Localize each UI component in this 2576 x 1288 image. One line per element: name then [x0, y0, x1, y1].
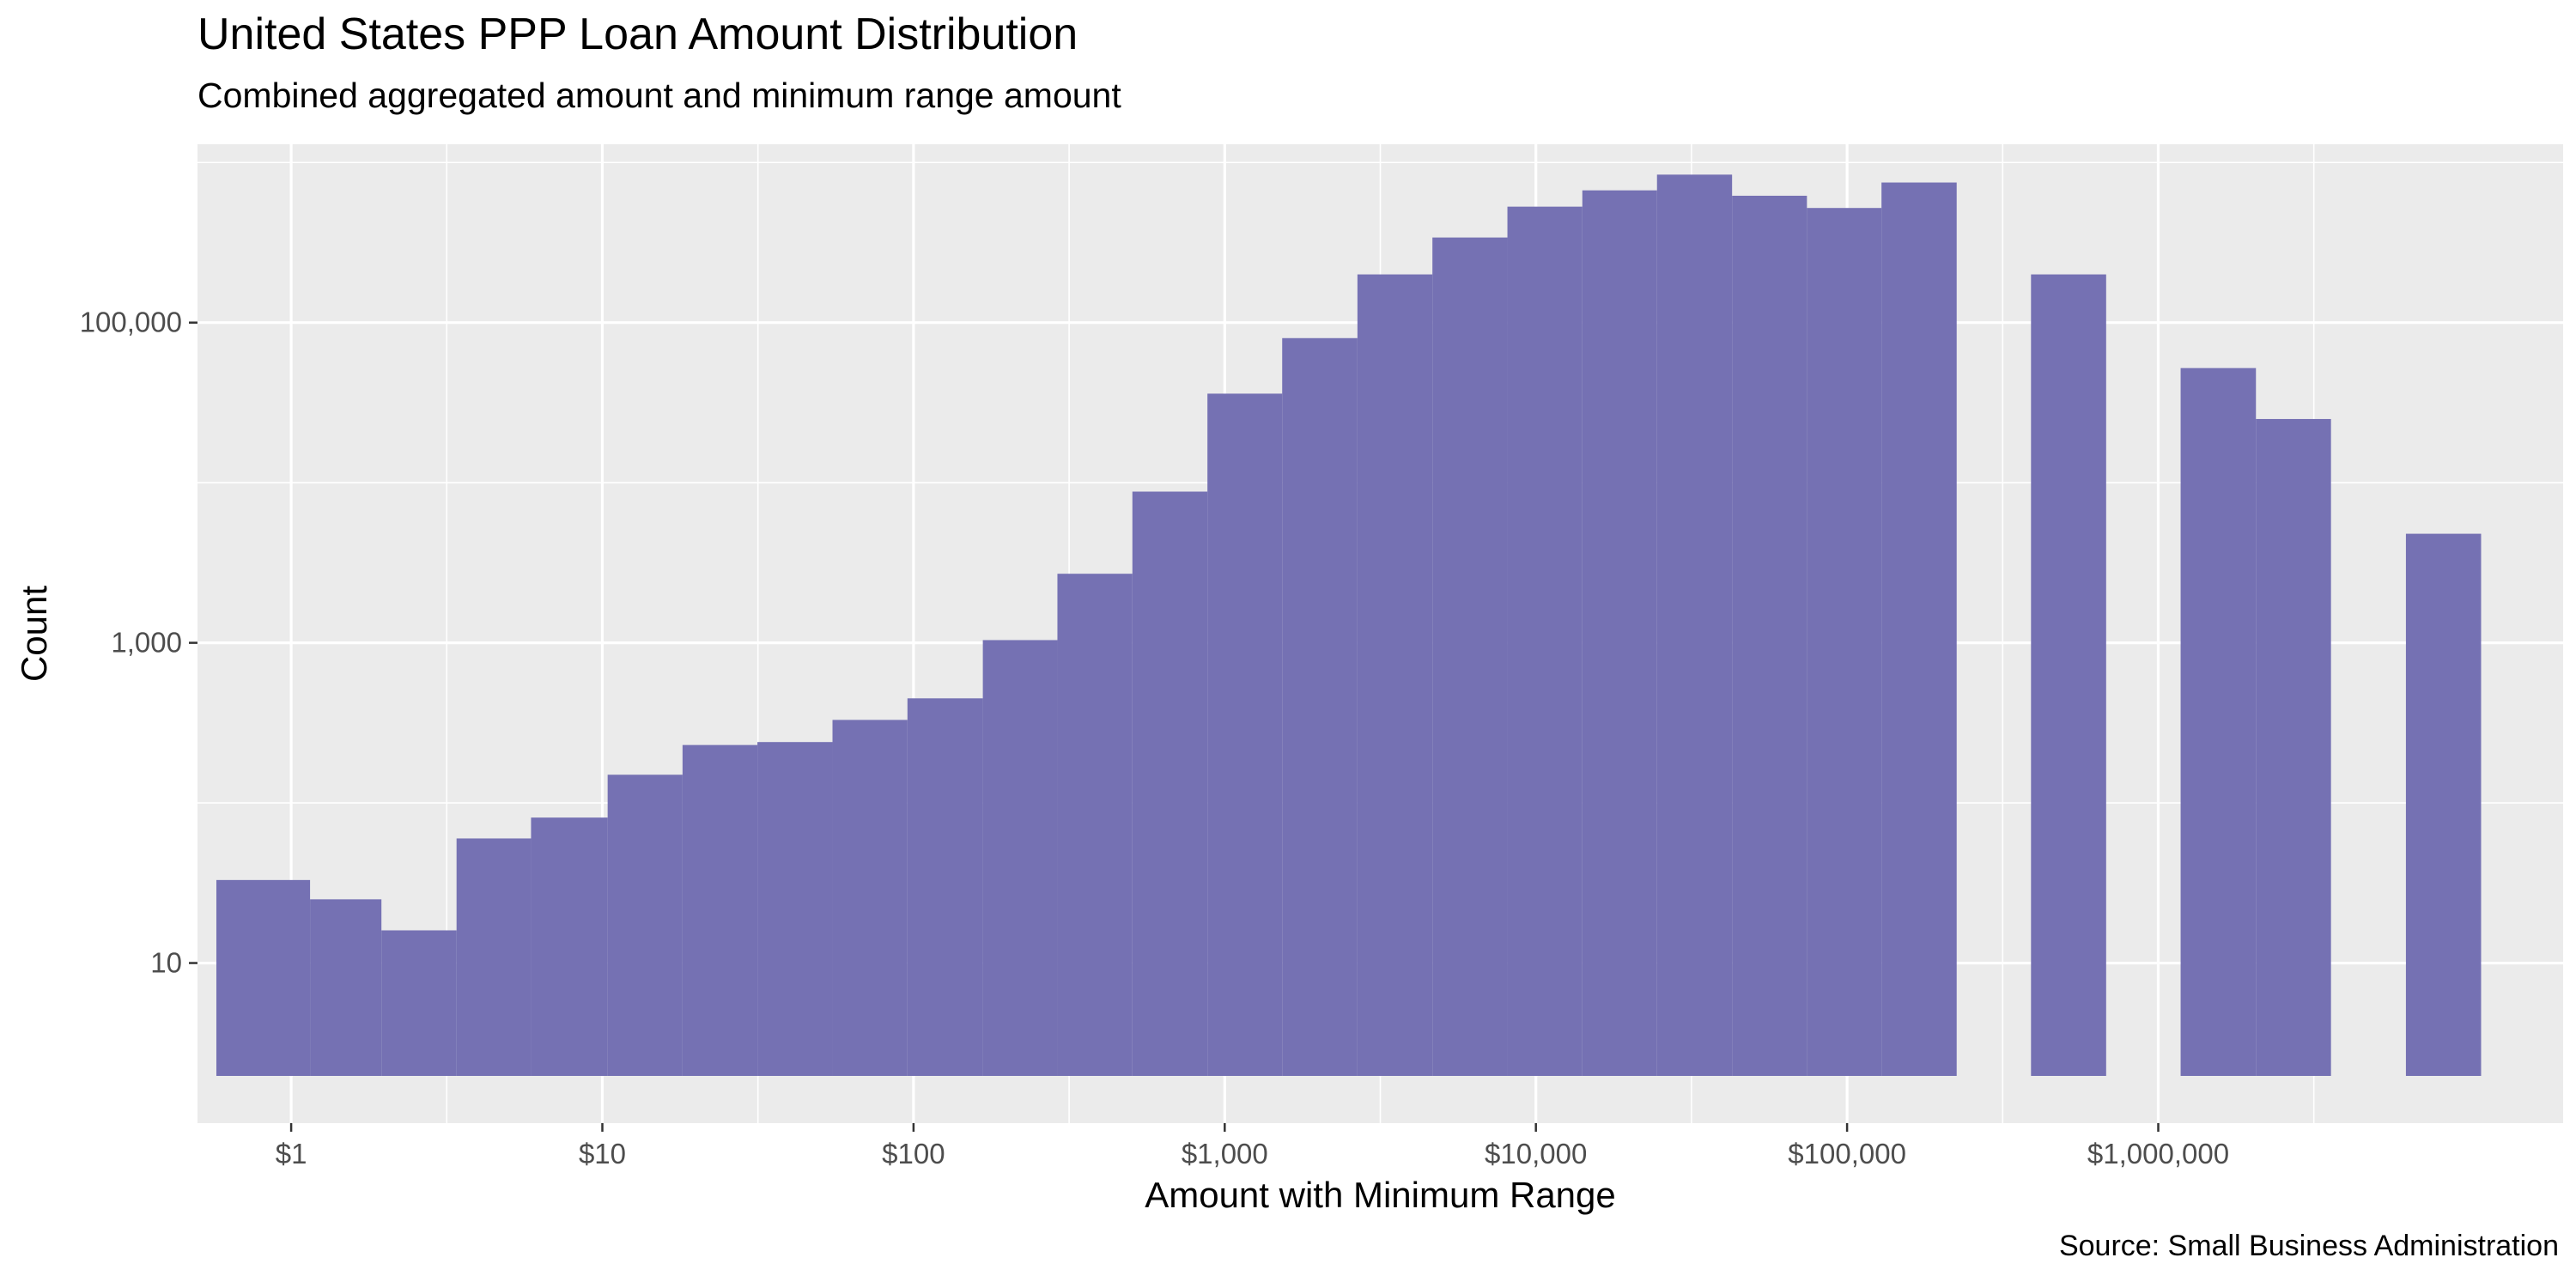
histogram-bar [531, 817, 608, 1076]
histogram-bar [832, 720, 908, 1076]
histogram-bar [2031, 274, 2106, 1076]
y-tick-label: 100,000 [80, 307, 182, 338]
histogram-bar [1656, 174, 1733, 1076]
histogram-bar [1432, 237, 1508, 1077]
histogram-bar [1582, 190, 1657, 1077]
histogram-bar [982, 640, 1058, 1076]
y-axis: 10 1,000 100,000 [80, 307, 197, 979]
histogram-bar [1732, 195, 1807, 1077]
histogram-bar [2180, 368, 2257, 1076]
histogram-bar [1357, 274, 1433, 1076]
histogram-bar [1132, 491, 1208, 1076]
histogram-bar [1507, 206, 1583, 1076]
histogram-bar [907, 698, 983, 1076]
histogram-bar [2405, 533, 2482, 1076]
x-axis: $1 $10 $100 $1,000 $10,000 $100,000 $1,000,000 [276, 1123, 2229, 1170]
histogram-bar [381, 930, 457, 1076]
histogram-bar [2256, 418, 2331, 1076]
x-tick-label: $10,000 [1485, 1138, 1587, 1170]
chart-caption: Source: Small Business Administration [2058, 1230, 2559, 1262]
x-axis-title: Amount with Minimum Range [1145, 1175, 1616, 1215]
x-tick-label: $100 [882, 1138, 945, 1170]
histogram-bar [216, 879, 311, 1076]
histogram-bar [1881, 182, 1957, 1076]
histogram-bar [310, 899, 382, 1076]
y-axis-title: Count [14, 586, 54, 682]
x-tick-label: $10 [579, 1138, 626, 1170]
x-tick-label: $100,000 [1788, 1138, 1906, 1170]
chart-subtitle: Combined aggregated amount and minimum r… [197, 76, 1121, 115]
histogram-bar [1282, 337, 1358, 1077]
histogram-bar [1057, 574, 1133, 1076]
histogram-bar [456, 838, 532, 1076]
histogram-bar [1207, 393, 1283, 1076]
histogram-bar [682, 744, 758, 1076]
chart-title: United States PPP Loan Amount Distributi… [197, 9, 1078, 59]
histogram-bar [607, 775, 683, 1076]
histogram-bar [1807, 208, 1882, 1076]
y-tick-label: 10 [150, 947, 182, 979]
x-tick-label: $1,000,000 [2087, 1138, 2229, 1170]
histogram-bar [757, 742, 833, 1076]
x-tick-label: $1,000 [1182, 1138, 1268, 1170]
x-tick-label: $1 [276, 1138, 307, 1170]
y-tick-label: 1,000 [111, 627, 182, 659]
histogram-bars [216, 174, 2482, 1077]
